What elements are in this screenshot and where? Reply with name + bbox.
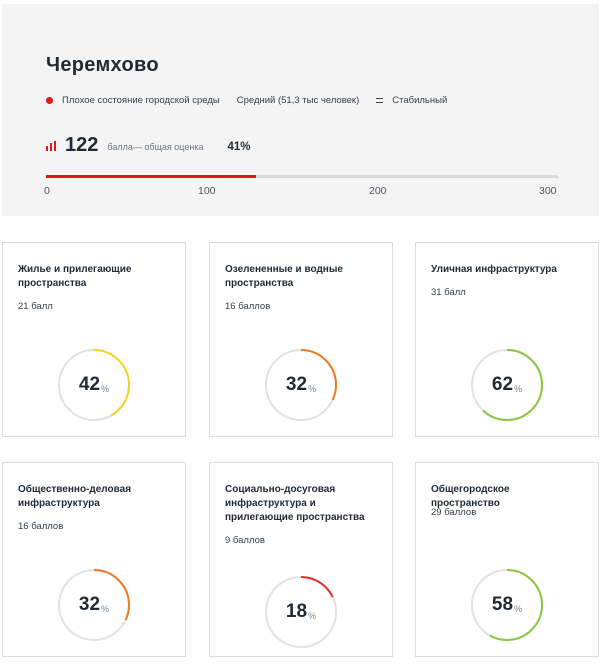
total-score-label: балла— общая оценка <box>107 142 204 152</box>
ring-arc <box>58 349 130 421</box>
equal-icon <box>376 98 384 103</box>
condition-label: Плохое состояние городской среды <box>62 95 220 106</box>
ring-unit: % <box>308 383 317 394</box>
ring-arc <box>265 349 337 421</box>
percent-ring: 32% <box>56 567 132 643</box>
ring-svg <box>58 569 130 641</box>
card-points: 16 баллов <box>18 521 64 532</box>
category-card[interactable]: Уличная инфраструктура 31 балл 62% <box>415 242 599 437</box>
ring-unit: % <box>101 383 110 394</box>
ring-value: 58 <box>491 594 514 615</box>
card-title: Социально-досуговая инфраструктура и при… <box>225 484 365 523</box>
total-score-value: 122 <box>65 134 99 156</box>
ring-unit: % <box>308 610 317 621</box>
ring-arc <box>471 569 543 641</box>
card-title: Жилье и прилегающие пространства <box>18 264 132 289</box>
ring-arc <box>265 576 337 648</box>
card-title: Уличная инфраструктура <box>431 264 557 275</box>
scale-label-200: 200 <box>369 185 387 197</box>
card-points: 16 баллов <box>225 301 271 312</box>
ring-arc <box>58 569 130 641</box>
ring-unit: % <box>514 383 523 394</box>
percent-ring: 42% <box>56 347 132 423</box>
total-score-row: 122 балла— общая оценка 41% <box>46 135 251 155</box>
city-title: Черемхово <box>46 54 159 76</box>
scale-label-300: 300 <box>539 185 557 197</box>
card-points: 21 балл <box>18 301 53 312</box>
trend-label: Стабильный <box>392 95 448 106</box>
bar-chart-icon <box>46 141 56 151</box>
category-card[interactable]: Социально-досуговая инфраструктура и при… <box>209 462 393 657</box>
ring-value: 62 <box>491 374 514 395</box>
card-title: Общегородское пространство <box>431 484 510 509</box>
card-title: Общественно-деловая инфраструктура <box>18 484 132 509</box>
ring-unit: % <box>101 603 110 614</box>
score-progress-fill <box>46 175 256 178</box>
category-card[interactable]: Общегородское пространство 29 баллов 58% <box>415 462 599 657</box>
city-size-label: Средний (51,3 тыс человек) <box>236 95 360 106</box>
percent-ring: 62% <box>469 347 545 423</box>
status-dot-icon <box>46 97 53 104</box>
card-points: 29 баллов <box>431 507 477 518</box>
score-progress-bar <box>46 175 558 178</box>
city-summary-panel: Черемхово Плохое состояние городской сре… <box>2 4 599 216</box>
scale-label-0: 0 <box>44 185 50 197</box>
ring-arc <box>471 349 543 421</box>
category-card[interactable]: Озелененные и водные пространства 16 бал… <box>209 242 393 437</box>
card-title: Озелененные и водные пространства <box>225 264 343 289</box>
total-score-percent: 41% <box>227 141 251 153</box>
ring-svg <box>471 569 543 641</box>
card-points: 31 балл <box>431 287 466 298</box>
ring-svg <box>265 349 337 421</box>
city-meta-row: Плохое состояние городской среды Средний… <box>46 95 447 106</box>
ring-value: 42 <box>78 374 101 395</box>
ring-svg <box>265 576 337 648</box>
percent-ring: 18% <box>263 574 339 650</box>
ring-value: 32 <box>78 594 101 615</box>
ring-value: 32 <box>285 374 308 395</box>
ring-value: 18 <box>285 601 308 622</box>
percent-ring: 32% <box>263 347 339 423</box>
category-card[interactable]: Жилье и прилегающие пространства 21 балл… <box>2 242 186 437</box>
ring-svg <box>58 349 130 421</box>
percent-ring: 58% <box>469 567 545 643</box>
scale-label-100: 100 <box>198 185 216 197</box>
ring-svg <box>471 349 543 421</box>
card-points: 9 баллов <box>225 535 265 546</box>
category-card[interactable]: Общественно-деловая инфраструктура 16 ба… <box>2 462 186 657</box>
ring-unit: % <box>514 603 523 614</box>
